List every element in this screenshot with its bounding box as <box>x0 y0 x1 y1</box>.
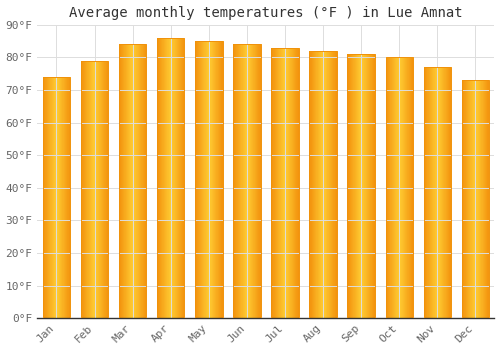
Title: Average monthly temperatures (°F ) in Lue Amnat: Average monthly temperatures (°F ) in Lu… <box>69 6 462 20</box>
